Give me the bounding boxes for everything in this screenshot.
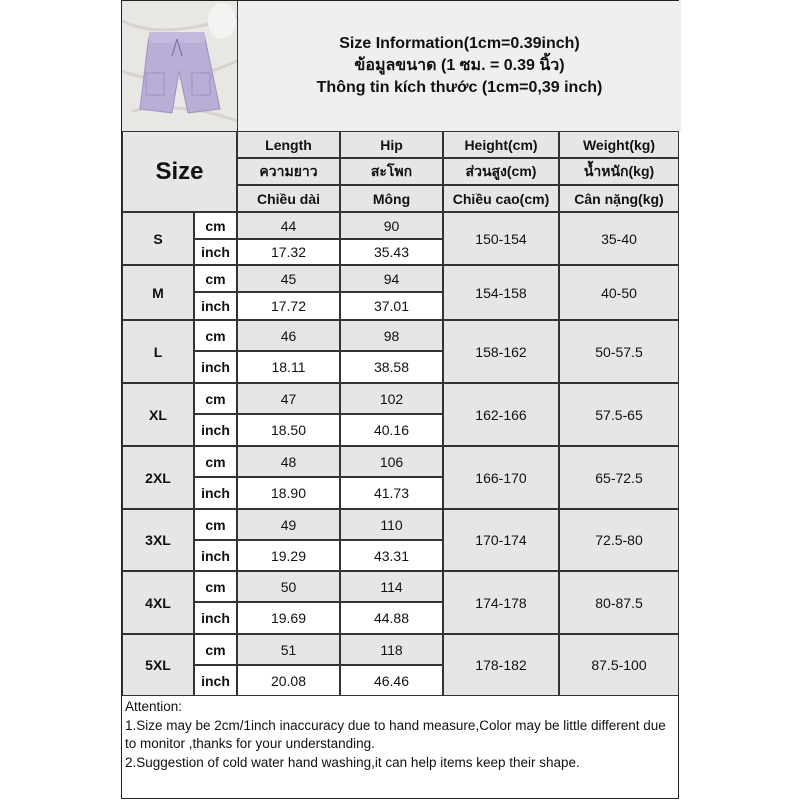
column-header-en: Hip bbox=[340, 131, 443, 158]
hip-cm: 90 bbox=[340, 212, 443, 239]
height-range: 170-174 bbox=[443, 509, 559, 571]
size-label: 4XL bbox=[122, 571, 194, 634]
length-inch: 17.72 bbox=[237, 292, 340, 320]
height-range: 154-158 bbox=[443, 265, 559, 320]
length-cm: 51 bbox=[237, 634, 340, 665]
hip-cm: 94 bbox=[340, 265, 443, 292]
unit-cm: cm bbox=[194, 571, 237, 602]
hip-inch: 43.31 bbox=[340, 540, 443, 571]
length-inch: 18.11 bbox=[237, 351, 340, 383]
height-range: 166-170 bbox=[443, 446, 559, 509]
hip-inch: 41.73 bbox=[340, 477, 443, 509]
weight-range: 87.5-100 bbox=[559, 634, 679, 696]
height-range: 150-154 bbox=[443, 212, 559, 265]
size-header: Size bbox=[122, 131, 237, 212]
height-range: 174-178 bbox=[443, 571, 559, 634]
unit-inch: inch bbox=[194, 351, 237, 383]
hip-cm: 110 bbox=[340, 509, 443, 540]
height-range: 158-162 bbox=[443, 320, 559, 383]
length-cm: 47 bbox=[237, 383, 340, 414]
weight-range: 57.5-65 bbox=[559, 383, 679, 446]
length-inch: 18.90 bbox=[237, 477, 340, 509]
hip-cm: 98 bbox=[340, 320, 443, 351]
attention-note-2: 2.Suggestion of cold water hand washing,… bbox=[125, 754, 580, 770]
hip-inch: 35.43 bbox=[340, 239, 443, 265]
length-inch: 19.29 bbox=[237, 540, 340, 571]
unit-inch: inch bbox=[194, 239, 237, 265]
weight-range: 40-50 bbox=[559, 265, 679, 320]
hip-inch: 37.01 bbox=[340, 292, 443, 320]
hip-cm: 102 bbox=[340, 383, 443, 414]
weight-range: 35-40 bbox=[559, 212, 679, 265]
unit-inch: inch bbox=[194, 540, 237, 571]
column-header-en: Height(cm) bbox=[443, 131, 559, 158]
unit-cm: cm bbox=[194, 320, 237, 351]
title-vietnamese: Thông tin kích thước (1cm=0,39 inch) bbox=[316, 79, 603, 96]
length-cm: 49 bbox=[237, 509, 340, 540]
weight-range: 72.5-80 bbox=[559, 509, 679, 571]
column-header-th: ส่วนสูง(cm) bbox=[443, 158, 559, 185]
length-inch: 18.50 bbox=[237, 414, 340, 446]
size-info-title: Size Information(1cm=0.39inch) ข้อมูลขนา… bbox=[237, 1, 681, 131]
hip-cm: 118 bbox=[340, 634, 443, 665]
attention-heading: Attention: bbox=[125, 699, 183, 714]
size-label: 5XL bbox=[122, 634, 194, 696]
hip-inch: 46.46 bbox=[340, 665, 443, 696]
length-cm: 48 bbox=[237, 446, 340, 477]
title-english: Size Information(1cm=0.39inch) bbox=[339, 35, 580, 52]
height-range: 178-182 bbox=[443, 634, 559, 696]
size-label: 3XL bbox=[122, 509, 194, 571]
unit-cm: cm bbox=[194, 265, 237, 292]
attention-note-1: 1.Size may be 2cm/1inch inaccuracy due t… bbox=[125, 717, 666, 752]
hip-inch: 40.16 bbox=[340, 414, 443, 446]
unit-cm: cm bbox=[194, 634, 237, 665]
column-header-vi: Cân nặng(kg) bbox=[559, 185, 679, 212]
length-inch: 19.69 bbox=[237, 602, 340, 634]
unit-inch: inch bbox=[194, 477, 237, 509]
weight-range: 80-87.5 bbox=[559, 571, 679, 634]
title-thai: ข้อมูลขนาด (1 ซม. = 0.39 นิ้ว) bbox=[354, 57, 565, 74]
size-label: L bbox=[122, 320, 194, 383]
weight-range: 50-57.5 bbox=[559, 320, 679, 383]
length-cm: 44 bbox=[237, 212, 340, 239]
unit-cm: cm bbox=[194, 383, 237, 414]
column-header-th: ความยาว bbox=[237, 158, 340, 185]
column-header-vi: Chiều cao(cm) bbox=[443, 185, 559, 212]
size-label: XL bbox=[122, 383, 194, 446]
size-label: S bbox=[122, 212, 194, 265]
hip-cm: 114 bbox=[340, 571, 443, 602]
unit-inch: inch bbox=[194, 602, 237, 634]
unit-inch: inch bbox=[194, 292, 237, 320]
product-photo bbox=[121, 1, 238, 131]
column-header-th: สะโพก bbox=[340, 158, 443, 185]
column-header-th: น้ำหนัก(kg) bbox=[559, 158, 679, 185]
hip-cm: 106 bbox=[340, 446, 443, 477]
size-label: 2XL bbox=[122, 446, 194, 509]
hip-inch: 38.58 bbox=[340, 351, 443, 383]
length-cm: 45 bbox=[237, 265, 340, 292]
attention-notes: Attention: 1.Size may be 2cm/1inch inacc… bbox=[122, 696, 678, 774]
shorts-image bbox=[121, 1, 238, 131]
size-chart: Size Information(1cm=0.39inch) ข้อมูลขนา… bbox=[121, 0, 681, 799]
column-header-en: Weight(kg) bbox=[559, 131, 679, 158]
unit-cm: cm bbox=[194, 212, 237, 239]
column-header-vi: Chiều dài bbox=[237, 185, 340, 212]
column-header-vi: Mông bbox=[340, 185, 443, 212]
length-cm: 50 bbox=[237, 571, 340, 602]
unit-inch: inch bbox=[194, 414, 237, 446]
hip-inch: 44.88 bbox=[340, 602, 443, 634]
unit-cm: cm bbox=[194, 509, 237, 540]
weight-range: 65-72.5 bbox=[559, 446, 679, 509]
length-cm: 46 bbox=[237, 320, 340, 351]
size-label: M bbox=[122, 265, 194, 320]
length-inch: 17.32 bbox=[237, 239, 340, 265]
unit-inch: inch bbox=[194, 665, 237, 696]
length-inch: 20.08 bbox=[237, 665, 340, 696]
column-header-en: Length bbox=[237, 131, 340, 158]
unit-cm: cm bbox=[194, 446, 237, 477]
height-range: 162-166 bbox=[443, 383, 559, 446]
